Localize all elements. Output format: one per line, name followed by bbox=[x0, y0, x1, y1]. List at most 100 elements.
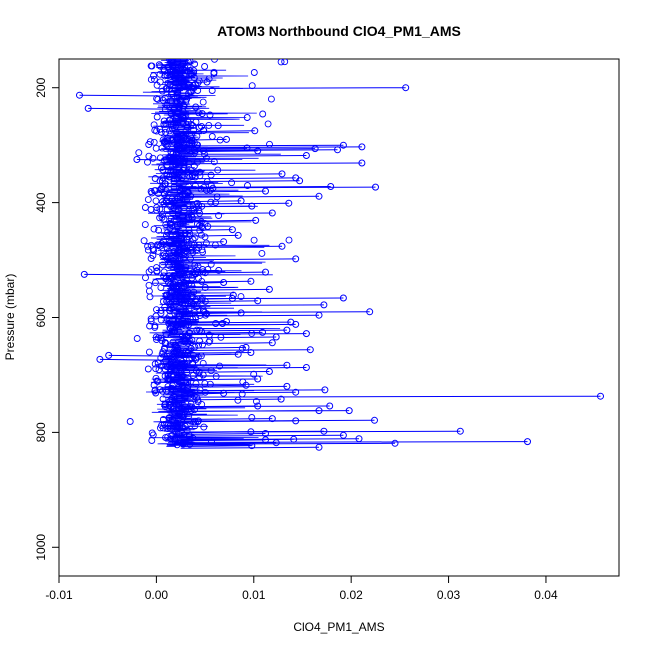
series-segment bbox=[180, 297, 344, 300]
series-segment bbox=[180, 144, 344, 147]
data-point bbox=[220, 389, 228, 397]
series-segment bbox=[180, 352, 251, 354]
series-segment bbox=[180, 148, 316, 150]
data-point bbox=[252, 216, 260, 224]
series-segment bbox=[180, 367, 307, 369]
data-point bbox=[285, 199, 293, 207]
data-point bbox=[262, 268, 269, 276]
series-segment bbox=[180, 150, 258, 153]
series-segment bbox=[180, 130, 255, 133]
series-segment bbox=[180, 155, 307, 157]
data-point bbox=[292, 388, 300, 396]
series-segment bbox=[180, 442, 277, 445]
data-point bbox=[247, 349, 255, 356]
series-segment bbox=[180, 282, 224, 284]
data-point bbox=[268, 415, 276, 423]
series-segment bbox=[180, 195, 320, 198]
data-point bbox=[358, 143, 366, 151]
data-point bbox=[287, 318, 295, 326]
data-point bbox=[96, 355, 104, 363]
data-point bbox=[247, 277, 255, 285]
series-segment bbox=[180, 378, 258, 381]
data-point bbox=[259, 328, 266, 336]
series-segment bbox=[180, 336, 277, 339]
series-segment bbox=[180, 353, 239, 356]
series-segment bbox=[180, 391, 296, 394]
data-point bbox=[265, 285, 273, 293]
series-segment bbox=[180, 395, 601, 398]
data-point bbox=[283, 326, 291, 334]
series-0 bbox=[76, 61, 604, 451]
dense-point-cloud bbox=[126, 59, 293, 449]
y-tick-label: 400 bbox=[34, 192, 48, 212]
series-segment bbox=[180, 280, 251, 283]
data-point bbox=[327, 183, 335, 190]
x-tick-label: 0.03 bbox=[437, 588, 461, 602]
data-point bbox=[215, 266, 223, 274]
data-point bbox=[315, 192, 323, 200]
data-point bbox=[302, 364, 310, 371]
series-segment bbox=[84, 273, 181, 276]
data-point bbox=[234, 350, 242, 358]
data-point bbox=[170, 153, 178, 161]
data-point bbox=[277, 395, 285, 403]
chart-title: ATOM3 Northbound ClO4_PM1_AMS bbox=[217, 23, 461, 39]
series-segment bbox=[159, 64, 181, 67]
series-segment bbox=[180, 331, 263, 334]
data-point bbox=[262, 430, 269, 437]
series-segment bbox=[180, 321, 291, 324]
series-segment bbox=[180, 87, 406, 90]
series-segment bbox=[180, 271, 266, 274]
series-segment bbox=[180, 136, 191, 138]
series-segment bbox=[180, 304, 324, 307]
data-point bbox=[176, 141, 184, 149]
x-tick-label: -0.01 bbox=[45, 588, 73, 602]
series-segment bbox=[99, 358, 181, 361]
series-segment bbox=[180, 446, 320, 449]
series-segment bbox=[180, 371, 270, 373]
data-point bbox=[283, 361, 291, 369]
data-point bbox=[321, 386, 329, 394]
data-point bbox=[228, 226, 236, 234]
series-segment bbox=[180, 162, 362, 165]
series-segment bbox=[180, 398, 282, 401]
series-segment bbox=[180, 241, 224, 243]
series-segment bbox=[180, 346, 247, 349]
data-point bbox=[76, 91, 83, 99]
data-point bbox=[183, 95, 191, 103]
data-point bbox=[278, 242, 286, 250]
data-point bbox=[292, 255, 300, 263]
data-point bbox=[296, 177, 304, 185]
y-tick-label: 200 bbox=[34, 77, 48, 97]
y-tick-label: 1000 bbox=[34, 534, 48, 561]
series-segment bbox=[180, 245, 283, 248]
series-segment bbox=[180, 288, 270, 291]
data-point bbox=[315, 443, 323, 451]
data-point bbox=[155, 61, 163, 69]
series-segment bbox=[180, 392, 224, 395]
series-segment bbox=[180, 418, 273, 420]
data-point bbox=[391, 439, 399, 447]
data-point bbox=[268, 209, 276, 217]
series-segment bbox=[180, 333, 307, 335]
series-segment bbox=[180, 389, 325, 392]
data-point bbox=[306, 346, 314, 354]
data-point bbox=[160, 117, 168, 125]
data-point bbox=[358, 159, 366, 167]
data-point bbox=[272, 333, 280, 341]
data-point bbox=[339, 141, 347, 149]
series-segment bbox=[180, 81, 208, 84]
series-segment bbox=[180, 113, 203, 115]
series-segment bbox=[180, 312, 242, 315]
data-point bbox=[283, 382, 291, 390]
data-point bbox=[223, 135, 230, 143]
series-segment bbox=[180, 442, 396, 445]
x-tick-label: 0.02 bbox=[339, 588, 363, 602]
series-segment bbox=[180, 205, 252, 208]
data-point bbox=[265, 368, 273, 375]
series-segment bbox=[180, 438, 360, 441]
data-point bbox=[198, 110, 206, 118]
data-point bbox=[320, 301, 328, 309]
series-segment bbox=[180, 173, 283, 176]
